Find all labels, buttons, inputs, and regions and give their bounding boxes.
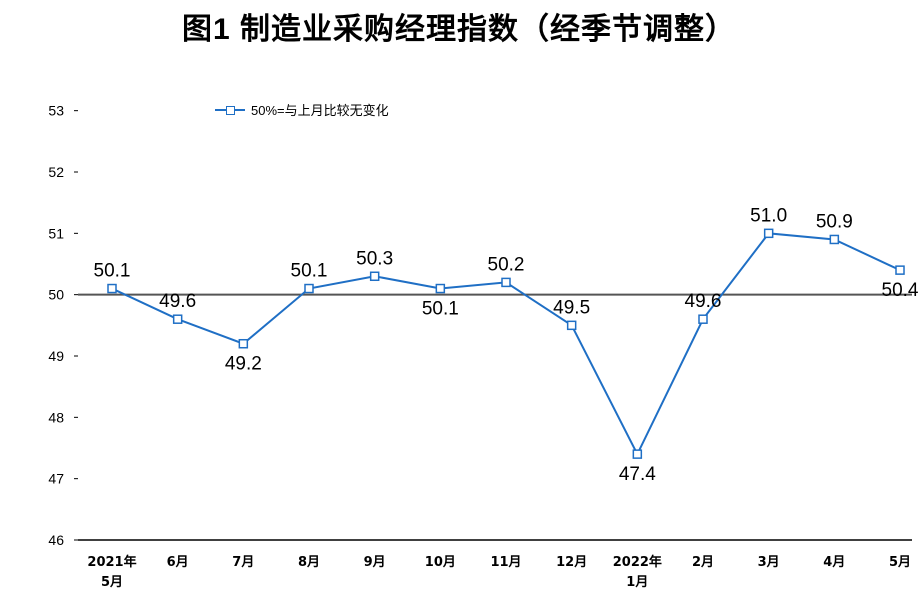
data-label: 50.1 — [94, 261, 131, 282]
x-tick-label: 5月 — [101, 575, 123, 590]
x-tick-label: 9月 — [364, 555, 386, 570]
data-label: 49.5 — [553, 297, 590, 318]
data-point-marker — [698, 314, 708, 324]
legend-label: 50%=与上月比较无变化 — [251, 103, 389, 118]
x-tick-label: 7月 — [232, 555, 254, 570]
x-tick-label: 2月 — [692, 555, 714, 570]
data-point-marker — [435, 283, 446, 294]
data-label: 47.4 — [619, 464, 656, 485]
legend-line-marker-icon — [215, 105, 245, 115]
y-tick-label: 51 — [48, 225, 64, 241]
legend: 50%=与上月比较无变化 — [215, 100, 389, 119]
y-tick-label: 48 — [48, 409, 64, 425]
data-label: 49.6 — [159, 291, 196, 312]
data-label: 51.0 — [750, 205, 787, 226]
data-point-marker — [829, 234, 840, 245]
data-label: 50.3 — [356, 248, 393, 269]
data-label: 50.9 — [816, 211, 853, 232]
x-tick-label: 4月 — [823, 555, 845, 570]
data-point-marker — [501, 277, 511, 288]
data-point-marker — [895, 265, 905, 275]
x-tick-label: 12月 — [556, 555, 587, 570]
y-tick-label: 50 — [48, 287, 64, 303]
x-tick-label: 11月 — [490, 555, 521, 570]
x-tick-label: 5月 — [889, 555, 911, 570]
data-point-marker — [304, 283, 314, 294]
data-point-marker — [172, 314, 183, 324]
chart-title: 图1 制造业采购经理指数（经季节调整） — [181, 13, 737, 46]
data-point-marker — [632, 449, 643, 459]
data-point-marker — [238, 338, 249, 349]
y-tick-label: 53 — [48, 103, 64, 119]
x-tick-label: 2021年 — [87, 554, 136, 570]
data-label: 50.1 — [291, 261, 328, 282]
data-point-marker — [566, 320, 577, 331]
data-label: 50.1 — [422, 299, 459, 320]
y-tick-label: 52 — [48, 164, 64, 180]
y-tick-label: 46 — [48, 532, 64, 548]
data-label: 49.2 — [225, 354, 262, 375]
data-label: 49.6 — [685, 291, 722, 312]
x-tick-label: 3月 — [758, 555, 780, 570]
data-label: 50.4 — [882, 280, 918, 301]
data-point-marker — [369, 271, 380, 282]
x-tick-label: 8月 — [298, 555, 320, 570]
x-tick-label: 10月 — [425, 555, 456, 570]
data-label: 50.2 — [488, 254, 525, 275]
data-point-marker — [763, 228, 774, 239]
data-point-marker — [107, 283, 117, 294]
y-tick-label: 49 — [48, 348, 64, 364]
x-tick-label: 6月 — [167, 555, 189, 570]
x-tick-label: 2022年 — [613, 554, 662, 570]
y-tick-label: 47 — [48, 471, 64, 487]
x-tick-label: 1月 — [626, 575, 648, 590]
